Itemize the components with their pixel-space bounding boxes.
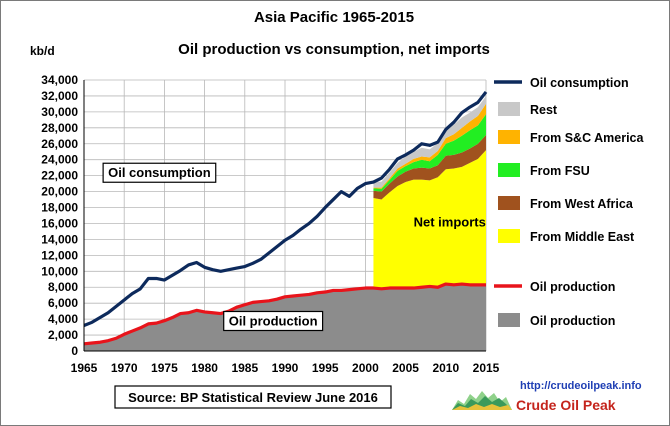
x-tick-label: 2005 <box>392 361 419 375</box>
y-tick-label: 4,000 <box>48 312 78 326</box>
x-tick-label: 2000 <box>352 361 379 375</box>
y-tick-label: 24,000 <box>41 153 78 167</box>
annotation-layer: Oil consumption Net imports Oil production <box>102 162 486 332</box>
y-tick-label: 16,000 <box>41 216 78 230</box>
y-tick-label: 34,000 <box>41 73 78 87</box>
y-tick-label: 6,000 <box>48 296 78 310</box>
y-tick-label: 22,000 <box>41 169 78 183</box>
legend-label: From S&C America <box>530 131 645 145</box>
brand-name: Crude Oil Peak <box>516 397 616 413</box>
y-tick-label: 32,000 <box>41 89 78 103</box>
y-tick-label: 12,000 <box>41 248 78 262</box>
legend-label: Oil production <box>530 314 615 328</box>
y-tick-label: 28,000 <box>41 121 78 135</box>
y-tick-label: 2,000 <box>48 328 78 342</box>
y-axis-unit-label: kb/d <box>30 44 55 58</box>
y-tick-label: 18,000 <box>41 201 78 215</box>
annotation-label: Net imports <box>414 215 486 230</box>
annotation-label: Oil consumption <box>108 165 211 180</box>
legend-label: From West Africa <box>530 197 634 211</box>
series-area-from-west-africa <box>373 134 486 200</box>
annotation-label: Oil production <box>229 313 318 328</box>
y-tick-label: 20,000 <box>41 185 78 199</box>
legend-swatch-oil-production <box>498 313 520 327</box>
x-tick-label: 1990 <box>272 361 299 375</box>
y-tick-label: 0 <box>71 344 78 358</box>
chart-subtitle: Oil production vs consumption, net impor… <box>178 41 490 58</box>
source-note-box <box>114 385 392 409</box>
x-tick-label: 1985 <box>231 361 258 375</box>
chart-title: Asia Pacific 1965-2015 <box>254 9 414 26</box>
y-tick-label: 8,000 <box>48 280 78 294</box>
line-layer <box>83 90 488 346</box>
legend-label: Oil consumption <box>530 76 629 90</box>
source-link[interactable]: http://crudeoilpeak.info <box>520 380 642 392</box>
annotation-box <box>102 162 217 183</box>
legend-swatch-rest <box>498 102 520 116</box>
legend-label: Rest <box>530 103 558 117</box>
x-tick-label: 2010 <box>432 361 459 375</box>
y-tick-label: 14,000 <box>41 232 78 246</box>
legend-swatch-from-west-africa <box>498 196 520 210</box>
legend-swatch-from-s-c-america <box>498 130 520 144</box>
x-tick-label: 1975 <box>151 361 178 375</box>
legend-swatch-from-fsu <box>498 163 520 177</box>
series-area-rest <box>373 95 486 188</box>
x-tick-label: 1965 <box>71 361 98 375</box>
x-tick-label: 2015 <box>473 361 500 375</box>
legend-label: From Middle East <box>530 230 635 244</box>
legend-swatch-from-middle-east <box>498 229 520 243</box>
annotation-box <box>223 310 324 332</box>
legend-label: Oil production <box>530 280 615 294</box>
y-tick-label: 30,000 <box>41 105 78 119</box>
legend-label: From FSU <box>530 164 590 178</box>
legend: Oil consumption Rest From S&C America From … <box>494 76 645 328</box>
series-area-from-fsu <box>373 114 486 192</box>
y-tick-label: 10,000 <box>41 264 78 278</box>
source-note: Source: BP Statistical Review June 2016 <box>128 390 378 405</box>
series-line-oil-production <box>83 282 486 346</box>
x-tick-label: 1970 <box>111 361 138 375</box>
series-area-from-s-c-america <box>373 103 486 189</box>
y-tick-label: 26,000 <box>41 137 78 151</box>
x-tick-label: 1995 <box>312 361 339 375</box>
x-tick-label: 1980 <box>191 361 218 375</box>
crude-oil-peak-logo-icon <box>452 391 512 410</box>
series-line-oil-consumption <box>83 90 488 327</box>
series-area-from-middle-east <box>373 150 486 289</box>
axis-layer: 0 2,000 4,000 6,000 8,000 10,000 12,000 14,000 1… <box>41 73 499 375</box>
